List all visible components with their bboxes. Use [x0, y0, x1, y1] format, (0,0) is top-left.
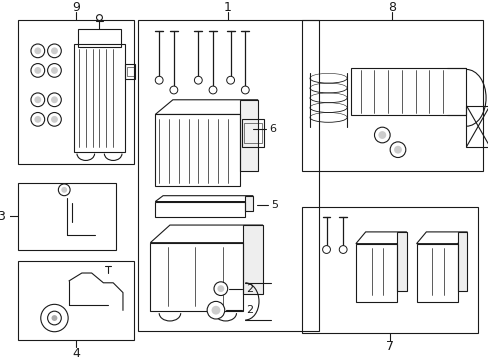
Circle shape — [31, 44, 44, 58]
Text: 9: 9 — [72, 1, 80, 14]
Polygon shape — [355, 232, 406, 244]
Circle shape — [34, 96, 41, 103]
Text: 3: 3 — [0, 210, 4, 223]
Circle shape — [339, 246, 346, 253]
Bar — [124, 64, 134, 79]
Circle shape — [393, 146, 401, 154]
Bar — [242, 120, 264, 147]
Polygon shape — [245, 196, 253, 211]
Bar — [466, 105, 488, 147]
Circle shape — [207, 301, 224, 319]
Circle shape — [31, 93, 44, 107]
Bar — [155, 202, 245, 217]
Bar — [78, 29, 121, 47]
Bar — [126, 67, 134, 76]
Circle shape — [58, 184, 70, 196]
Circle shape — [155, 76, 163, 84]
Circle shape — [47, 311, 61, 325]
Text: 2: 2 — [245, 284, 252, 294]
Circle shape — [31, 64, 44, 77]
Bar — [416, 244, 457, 302]
Circle shape — [389, 142, 405, 158]
Bar — [18, 183, 116, 249]
Text: 5: 5 — [271, 201, 278, 211]
Circle shape — [51, 116, 58, 123]
Polygon shape — [155, 100, 258, 114]
Text: 6: 6 — [269, 124, 276, 134]
Polygon shape — [243, 225, 263, 293]
Circle shape — [378, 131, 386, 139]
Circle shape — [51, 96, 58, 103]
Circle shape — [170, 86, 178, 94]
Polygon shape — [150, 225, 263, 243]
Polygon shape — [396, 232, 406, 291]
Polygon shape — [155, 196, 253, 202]
Bar — [18, 261, 133, 339]
Circle shape — [374, 127, 389, 143]
Circle shape — [34, 116, 41, 123]
Circle shape — [51, 48, 58, 54]
Text: 2: 2 — [245, 305, 252, 315]
Polygon shape — [240, 100, 258, 171]
Circle shape — [209, 86, 217, 94]
Bar — [137, 19, 318, 331]
Text: 7: 7 — [386, 340, 393, 353]
Circle shape — [34, 67, 41, 74]
Text: 1: 1 — [224, 1, 231, 14]
Circle shape — [47, 93, 61, 107]
Text: 4: 4 — [72, 347, 80, 360]
Circle shape — [96, 15, 102, 21]
Circle shape — [241, 86, 249, 94]
Circle shape — [214, 282, 227, 296]
Circle shape — [226, 76, 234, 84]
Polygon shape — [457, 232, 467, 291]
Circle shape — [47, 64, 61, 77]
Bar — [302, 207, 477, 333]
Bar — [18, 19, 133, 165]
Bar — [244, 123, 262, 143]
Bar — [350, 68, 466, 116]
Polygon shape — [416, 232, 467, 244]
Bar — [302, 19, 482, 171]
Text: 8: 8 — [387, 1, 395, 14]
Circle shape — [31, 113, 44, 126]
Bar — [355, 244, 396, 302]
Circle shape — [47, 113, 61, 126]
Circle shape — [41, 304, 68, 332]
Circle shape — [61, 187, 67, 193]
Bar — [150, 243, 243, 311]
Circle shape — [217, 285, 224, 292]
Circle shape — [51, 315, 57, 321]
Circle shape — [51, 67, 58, 74]
Circle shape — [194, 76, 202, 84]
Circle shape — [211, 306, 220, 315]
Circle shape — [47, 44, 61, 58]
Bar — [155, 114, 240, 186]
Bar — [74, 44, 124, 152]
Circle shape — [34, 48, 41, 54]
Circle shape — [322, 246, 330, 253]
